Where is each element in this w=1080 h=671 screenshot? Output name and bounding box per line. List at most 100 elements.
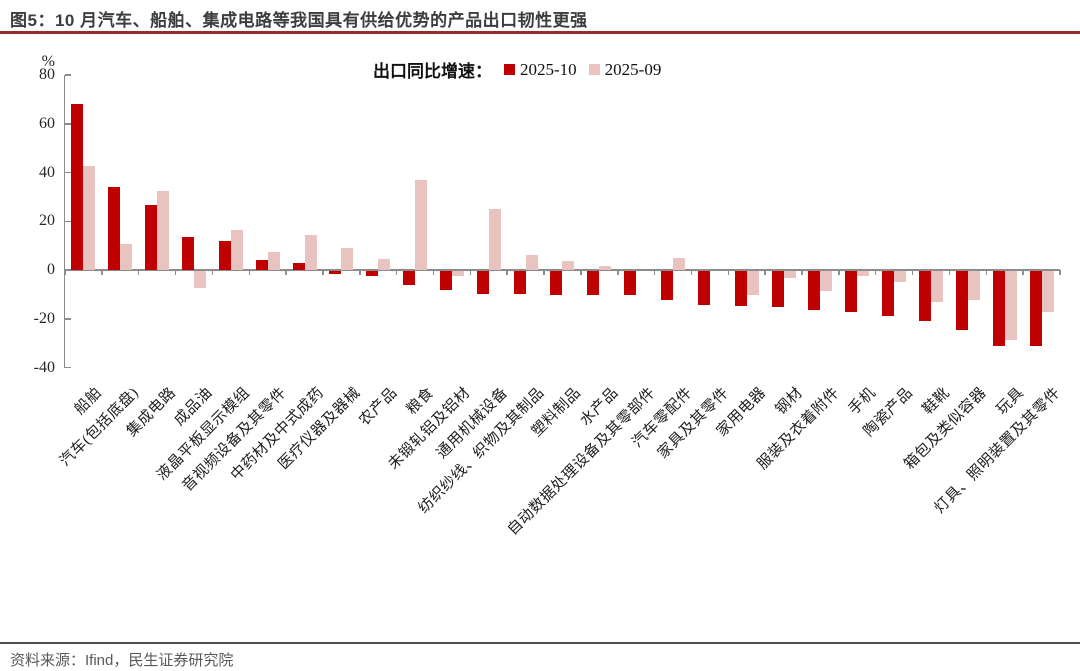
bar-2025-10 [513, 270, 526, 294]
x-tick [285, 270, 287, 275]
legend-label-2025-09: 2025-09 [604, 59, 662, 79]
x-tick [359, 270, 361, 275]
bar-2025-10 [587, 270, 600, 296]
x-category-label: 农产品 [356, 384, 401, 430]
x-tick [874, 270, 877, 275]
bar-2025-09 [930, 270, 943, 303]
legend-item-2025-09: 2025-09 [588, 59, 662, 80]
x-tick [801, 270, 803, 275]
legend-item-2025-10: 2025-10 [504, 60, 577, 80]
bar-2025-09 [193, 270, 206, 288]
figure-title: 图5：10 月汽车、船舶、集成电路等我国具有供给优势的产品出口韧性更强 [10, 11, 588, 30]
export-growth-bar-chart: 出口同比增速： 2025-10 2025-09 80 60 40 20 0 -20 -40%… [33, 53, 1064, 539]
x-tick [1059, 270, 1061, 275]
x-tick [506, 270, 508, 275]
bar-2025-09 [894, 270, 907, 282]
y-tick-label: 60 [39, 114, 55, 132]
legend-title: 出口同比增速： [373, 62, 492, 81]
y-tick [65, 366, 71, 369]
bar-2025-10 [366, 270, 379, 276]
y-tick-label: 80 [39, 66, 55, 83]
x-tick [211, 270, 214, 275]
bar-2025-10 [108, 187, 121, 270]
bar-2025-09 [1041, 270, 1054, 313]
bar-2025-10 [992, 270, 1005, 347]
x-tick [653, 270, 656, 275]
bar-2025-10 [181, 237, 194, 270]
bar-2025-10 [476, 270, 489, 294]
bar-2025-09 [267, 251, 280, 270]
bar-2025-09 [673, 257, 686, 270]
bar-2025-10 [882, 270, 895, 316]
bar-2025-10 [145, 205, 158, 270]
bar-2025-10 [918, 270, 931, 321]
legend-label-2025-10: 2025-10 [520, 59, 577, 79]
bar-2025-10 [624, 270, 637, 296]
bar-2025-10 [255, 260, 268, 270]
bar-2025-09 [378, 259, 391, 270]
bar-2025-09 [415, 179, 428, 270]
y-tick [65, 269, 71, 271]
bar-2025-10 [71, 104, 84, 270]
bar-2025-10 [292, 262, 305, 270]
bar-2025-10 [218, 240, 231, 270]
bar-2025-10 [661, 270, 674, 300]
footer-rule [0, 642, 1080, 644]
bar-2025-10 [329, 270, 342, 275]
bar-2025-09 [157, 190, 170, 270]
y-axis-line [63, 75, 65, 368]
x-tick [617, 270, 619, 275]
series-2025-09-swatch [588, 64, 600, 75]
x-tick [1022, 270, 1024, 275]
y-tick [65, 318, 71, 320]
bar-2025-10 [403, 270, 416, 286]
x-tick [322, 270, 324, 275]
title-underline [0, 31, 1080, 34]
bar-2025-10 [955, 270, 968, 331]
x-tick [64, 270, 66, 275]
bar-2025-09 [562, 261, 575, 270]
bar-2025-09 [83, 166, 96, 270]
bar-2025-10 [439, 270, 452, 291]
y-axis-unit: % [41, 53, 55, 70]
x-tick [764, 270, 766, 275]
bar-2025-10 [771, 270, 784, 308]
bar-2025-09 [341, 248, 354, 270]
bar-2025-10 [550, 270, 563, 296]
x-tick [543, 270, 545, 275]
y-tick-label: 20 [39, 212, 55, 230]
x-tick [137, 270, 140, 275]
y-tick [65, 220, 71, 222]
bar-2025-09 [820, 270, 833, 292]
x-tick [911, 270, 914, 275]
bar-2025-10 [1029, 270, 1042, 347]
series-2025-10-swatch [504, 64, 515, 75]
x-tick [580, 270, 582, 275]
y-tick [65, 123, 71, 125]
y-tick-label: 40 [39, 163, 55, 181]
x-tick [690, 270, 693, 275]
bar-2025-09 [488, 209, 501, 270]
x-tick [948, 270, 951, 275]
bar-2025-10 [845, 270, 858, 313]
y-tick-label: 0 [47, 261, 55, 278]
x-tick [727, 270, 730, 275]
bar-2025-09 [967, 270, 980, 300]
x-tick [469, 270, 472, 275]
y-tick-label: -20 [33, 309, 55, 327]
bar-2025-09 [525, 255, 538, 270]
bar-2025-09 [746, 270, 759, 296]
x-tick [174, 270, 177, 275]
x-tick [248, 270, 250, 275]
y-tick-label: -40 [33, 358, 55, 376]
bar-2025-10 [734, 270, 747, 307]
bar-2025-10 [808, 270, 821, 310]
x-tick [101, 270, 103, 275]
chart-legend: 出口同比增速： 2025-10 2025-09 [373, 57, 661, 82]
x-tick [985, 270, 987, 275]
source-note: 资料来源：Ifind，民生证券研究院 [10, 652, 234, 669]
x-tick [838, 270, 840, 275]
x-tick [432, 270, 435, 275]
bar-2025-09 [120, 244, 133, 270]
bar-2025-09 [599, 266, 612, 270]
